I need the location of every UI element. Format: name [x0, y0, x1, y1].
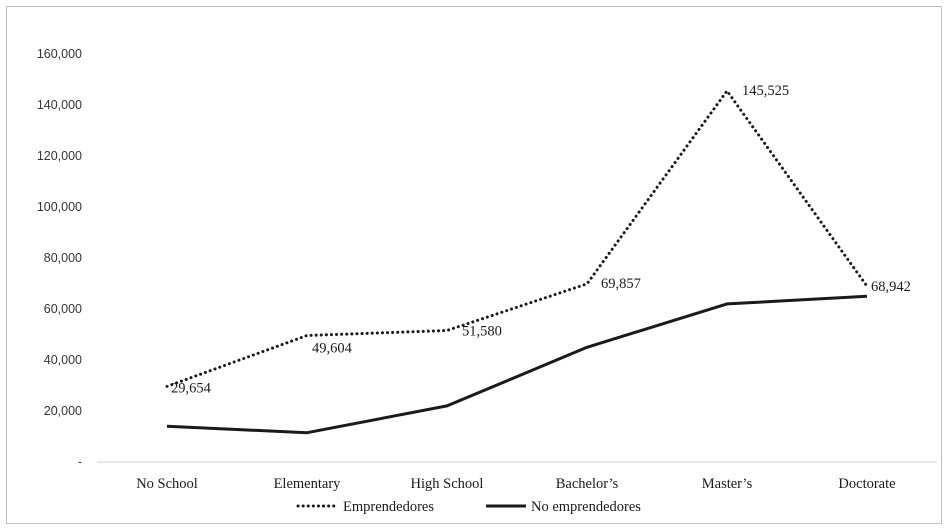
y-axis-tick-labels: - 20,000 40,000 60,000 80,000 100,000 120,000 1…: [37, 47, 82, 469]
legend-item-no-emprendedores: No emprendedores: [486, 499, 641, 515]
series-line-emprendedores: [165, 88, 869, 388]
x-axis-tick-labels: No School Elementary High School Bachelor’s…: [136, 476, 895, 492]
data-label: 145,525: [742, 83, 789, 99]
y-tick-label: 140,000: [37, 98, 82, 112]
legend-label: Emprendedores: [343, 499, 434, 515]
chart-frame: [6, 6, 942, 524]
legend: Emprendedores No emprendedores: [296, 499, 641, 515]
x-tick-label: Doctorate: [838, 476, 895, 492]
x-tick-label: Elementary: [274, 476, 342, 492]
y-tick-label: 120,000: [37, 149, 82, 163]
data-label: 69,857: [601, 276, 641, 292]
legend-label: No emprendedores: [531, 499, 641, 515]
series-line-no-emprendedores: [166, 294, 868, 435]
x-tick-label: Master’s: [702, 476, 753, 492]
data-label: 51,580: [462, 323, 502, 339]
y-tick-label: 160,000: [37, 47, 82, 61]
y-tick-label: 60,000: [44, 302, 82, 316]
series-lines: [165, 88, 869, 435]
x-tick-label: High School: [411, 476, 484, 492]
data-labels: 29,654 49,604 51,580 69,857 145,525 68,942: [171, 83, 911, 396]
y-tick-label: 100,000: [37, 200, 82, 214]
y-tick-label: 40,000: [44, 353, 82, 367]
y-tick-label: 80,000: [44, 251, 82, 265]
y-tick-label: 20,000: [44, 404, 82, 418]
legend-item-emprendedores: Emprendedores: [296, 499, 434, 515]
data-label: 29,654: [171, 380, 212, 396]
data-label: 68,942: [871, 279, 911, 295]
x-tick-label: No School: [136, 476, 198, 492]
y-tick-label: -: [78, 455, 82, 469]
data-label: 49,604: [312, 341, 353, 357]
x-tick-label: Bachelor’s: [556, 476, 619, 492]
